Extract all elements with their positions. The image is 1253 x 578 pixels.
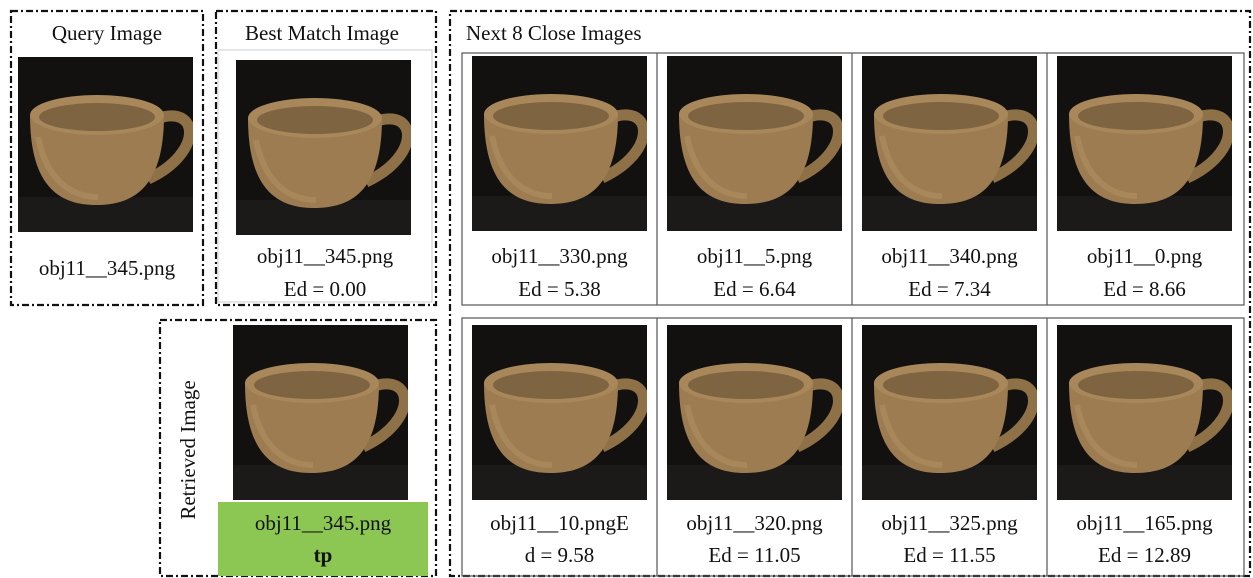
retrieved-label: tp [314, 543, 333, 567]
result-filename: obj11__5.png [697, 244, 813, 268]
result-distance: Ed = 6.64 [713, 277, 796, 301]
result-image [862, 56, 1037, 231]
retrieved-title: Retrieved Image [176, 380, 200, 519]
best-match-title: Best Match Image [245, 21, 399, 45]
result-distance: Ed = 7.34 [908, 277, 991, 301]
result-image [667, 325, 842, 500]
retrieved-image [233, 325, 408, 500]
query-title: Query Image [52, 21, 162, 45]
result-distance: Ed = 12.89 [1098, 543, 1191, 567]
result-image [472, 325, 647, 500]
next-title: Next 8 Close Images [466, 21, 642, 45]
page: {"query": {"title": "Query Image", "file… [0, 0, 1253, 578]
result-distance: Ed = 11.55 [903, 543, 995, 567]
result-filename: obj11__165.png [1076, 511, 1213, 535]
best-match-filename: obj11__345.png [257, 244, 394, 268]
result-distance: Ed = 5.38 [518, 277, 600, 301]
result-image [667, 56, 842, 231]
result-distance: d = 9.58 [525, 543, 595, 567]
result-distance: Ed = 8.66 [1103, 277, 1185, 301]
query-filename: obj11__345.png [39, 256, 176, 280]
result-filename: obj11__330.png [491, 244, 628, 268]
result-image [472, 56, 647, 231]
result-filename: obj11__10.pngE [490, 511, 629, 535]
best-match-distance: Ed = 0.00 [284, 277, 366, 301]
result-image [1057, 56, 1232, 231]
best-match-image [236, 60, 411, 235]
result-filename: obj11__340.png [881, 244, 1018, 268]
figure: Query Image obj11__345.png Best Match Im… [0, 0, 1253, 578]
result-image [1057, 325, 1232, 500]
query-image [18, 57, 193, 232]
result-filename: obj11__320.png [686, 511, 823, 535]
retrieved-filename: obj11__345.png [255, 511, 392, 535]
result-filename: obj11__325.png [881, 511, 1018, 535]
result-distance: Ed = 11.05 [708, 543, 800, 567]
result-filename: obj11__0.png [1087, 244, 1203, 268]
result-image [862, 325, 1037, 500]
